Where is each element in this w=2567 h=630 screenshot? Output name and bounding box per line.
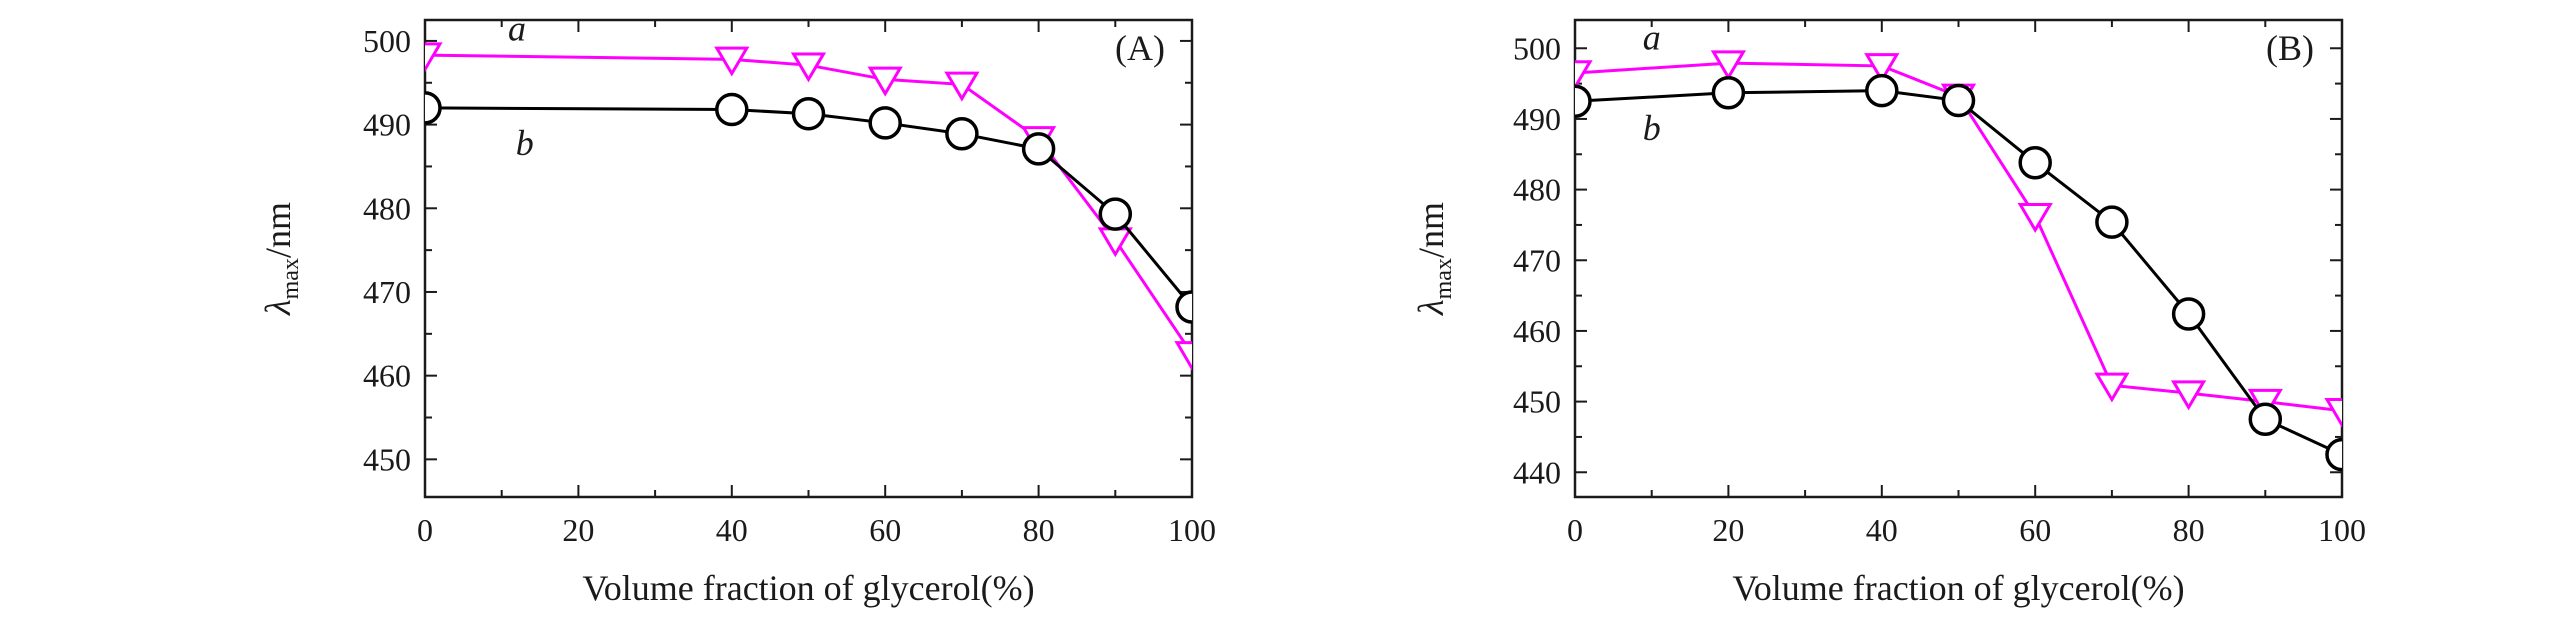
y-tick-label: 500	[1513, 30, 1561, 66]
x-tick-label: 100	[1168, 512, 1216, 548]
data-point-b	[1865, 73, 1899, 108]
y-axis-title-symbol: λ	[1411, 299, 1451, 316]
data-point-a	[1575, 60, 1593, 91]
data-point-b	[1575, 84, 1592, 119]
data-point-b	[2248, 402, 2283, 437]
data-point-b	[425, 91, 442, 125]
x-tick-label: 0	[1567, 512, 1583, 548]
y-tick-label: 490	[1513, 101, 1561, 137]
x-tick-label: 80	[1023, 512, 1055, 548]
data-point-b	[2018, 145, 2052, 180]
series-line-b	[1575, 89, 2342, 456]
series-b	[425, 91, 1192, 324]
data-point-a	[2324, 398, 2342, 428]
y-axis-title: λmax/nm	[258, 202, 304, 316]
data-point-b	[2325, 437, 2342, 472]
data-point-a	[2094, 372, 2130, 403]
data-point-b	[1941, 83, 1976, 118]
data-point-a	[425, 42, 443, 73]
x-tick-label: 20	[562, 512, 594, 548]
x-tick-label: 0	[417, 512, 433, 548]
y-tick-label: 460	[1513, 313, 1561, 349]
x-axis-title: Volume fraction of glycerol(%)	[582, 568, 1034, 608]
y-axis-title-subscript: max	[1431, 258, 1457, 299]
plot-frame	[423, 18, 1194, 499]
series-label-b: b	[1643, 108, 1661, 148]
y-axis-title-unit: /nm	[1411, 202, 1451, 258]
data-point-b	[1175, 290, 1192, 324]
data-point-b	[945, 117, 979, 151]
data-point-b	[2171, 297, 2206, 331]
chart-panel-1: 0 20 40 60 80 100 450 460 470 480 490 500 Volume fra…	[258, 8, 1216, 608]
data-point-a	[1710, 50, 1747, 81]
data-point-a	[1174, 341, 1192, 372]
x-tick-label: 40	[716, 512, 748, 548]
x-axis-title: Volume fraction of glycerol(%)	[1732, 568, 2184, 608]
x-tick-label: 40	[1866, 512, 1898, 548]
series-label-a: a	[1643, 18, 1661, 58]
x-tick-label: 20	[1712, 512, 1744, 548]
data-point-a	[1864, 53, 1900, 84]
data-point-b	[1098, 197, 1133, 231]
y-tick-label: 460	[363, 358, 411, 394]
series-line-b	[425, 106, 1192, 308]
panel-label: (B)	[2266, 28, 2314, 68]
y-tick-label: 450	[1513, 384, 1561, 420]
series-a	[425, 42, 1192, 372]
data-point-b	[2095, 205, 2129, 239]
y-tick-label: 480	[363, 190, 411, 226]
y-axis-title-unit: /nm	[258, 202, 298, 258]
y-tick-label: 490	[363, 107, 411, 143]
y-tick-label: 500	[363, 23, 411, 59]
data-point-a	[790, 52, 827, 83]
x-tick-label: 80	[2173, 512, 2205, 548]
y-tick-label: 480	[1513, 172, 1561, 208]
data-point-b	[1711, 76, 1746, 110]
x-tick-label: 60	[2019, 512, 2051, 548]
data-point-a	[867, 66, 903, 97]
y-tick-label: 450	[363, 441, 411, 477]
data-point-a	[2170, 380, 2207, 411]
y-axis-title: λmax/nm	[1411, 202, 1457, 316]
y-axis-title-symbol: λ	[258, 299, 298, 316]
y-axis-title-subscript: max	[278, 258, 304, 299]
data-point-b	[715, 92, 749, 127]
series-b	[1575, 73, 2342, 472]
data-point-b	[791, 96, 826, 131]
data-point-b	[868, 106, 902, 140]
y-tick-label: 470	[363, 274, 411, 310]
y-tick-label: 440	[1513, 454, 1561, 490]
data-point-a	[944, 71, 980, 102]
series-label-b: b	[516, 123, 534, 163]
x-tick-label: 100	[2318, 512, 2366, 548]
data-point-a	[1097, 227, 1133, 258]
data-point-a	[2017, 202, 2053, 233]
data-point-a	[714, 46, 750, 77]
chart-panel-2: 0 20 40 60 80 100 440 450 460 470 480 490 500 Volume …	[1411, 18, 2366, 608]
panel-label: (A)	[1115, 28, 1165, 68]
series-label-a: a	[508, 8, 526, 48]
y-tick-label: 470	[1513, 242, 1561, 278]
x-tick-label: 60	[869, 512, 901, 548]
data-point-b	[1021, 132, 1056, 166]
